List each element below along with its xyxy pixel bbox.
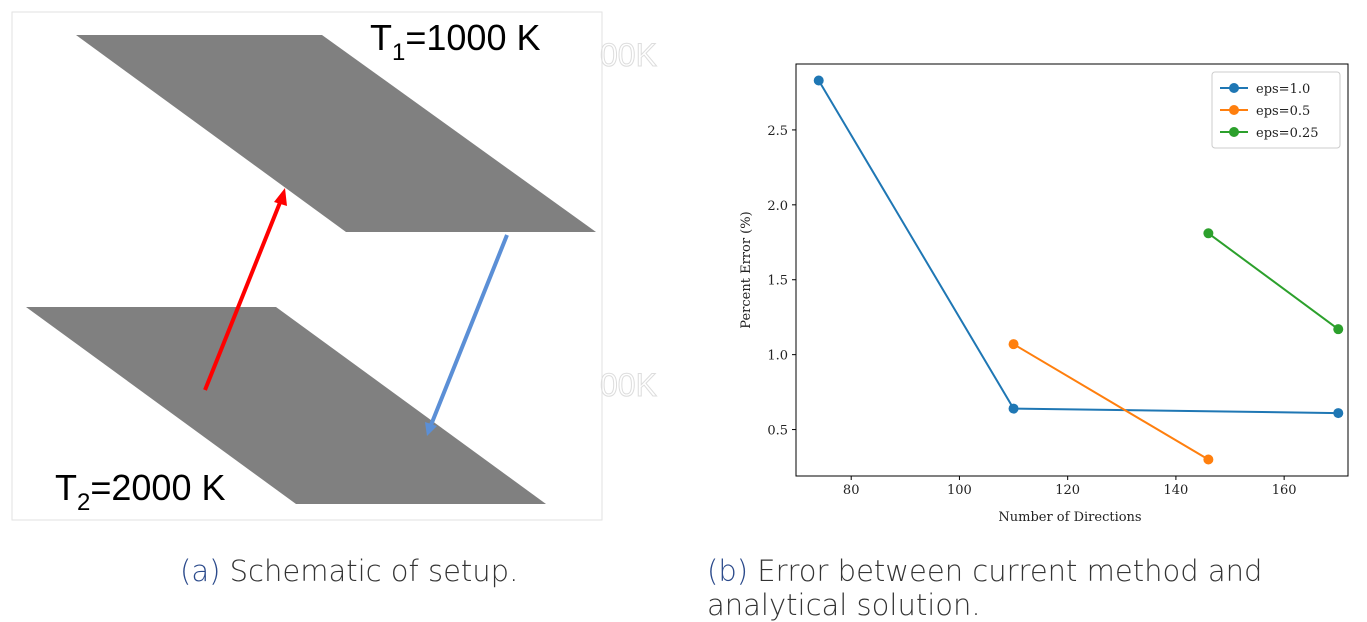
y-tick-label: 0.5 [767, 424, 788, 439]
x-tick-label: 140 [1163, 483, 1188, 498]
x-axis-label: Number of Directions [998, 510, 1141, 525]
legend-marker [1229, 127, 1239, 137]
label-base: T [55, 467, 77, 508]
point [1203, 454, 1214, 465]
legend-label: eps=0.5 [1256, 104, 1310, 119]
x-tick-label: 100 [947, 483, 972, 498]
point [1333, 324, 1344, 335]
caption-label: (b) [707, 554, 749, 588]
plot-frame [795, 63, 1349, 477]
red-arrow [203, 199, 283, 391]
caption-text: Error between current method and analyti… [707, 554, 1263, 622]
x-tick-label: 80 [843, 483, 860, 498]
point [1203, 228, 1214, 239]
y-tick-label: 2.0 [767, 199, 788, 214]
y-tick-label: 1.0 [767, 349, 788, 364]
red-arrow-head [274, 188, 287, 206]
blue-arrow [429, 234, 509, 426]
legend-frame [1211, 71, 1341, 149]
y-tick-label: 1.5 [767, 274, 788, 289]
label-rest: =2000 K [90, 467, 225, 508]
point [1333, 408, 1344, 419]
bottom-plate [26, 307, 546, 504]
x-tick-label: 160 [1272, 483, 1297, 498]
legend-marker [1229, 83, 1239, 93]
y-tick-label: 2.5 [767, 124, 788, 139]
caption-text: Schematic of setup. [229, 554, 519, 588]
top-label: T1=1000 K [370, 17, 540, 66]
ghost-text: 00K [600, 37, 657, 73]
point [813, 75, 824, 86]
caption-label: (a) [180, 554, 221, 588]
series-line [1207, 232, 1339, 330]
label-sub: 2 [77, 489, 90, 516]
legend-marker [1229, 105, 1239, 115]
x-tick-label: 120 [1055, 483, 1080, 498]
schematic: T1=1000 K T2=2000 K 00K 00K [11, 11, 657, 521]
point [1008, 403, 1019, 414]
ghost-text: 00K [600, 367, 657, 403]
chart: 80 100 120 140 160 0.5 1.0 1.5 2.0 2.5 Number of D… [739, 63, 1349, 525]
series-line [1013, 343, 1209, 461]
y-axis-label: Percent Error (%) [739, 211, 754, 328]
blue-arrow-head [425, 422, 437, 436]
bottom-label: T2=2000 K [55, 467, 225, 516]
point [1008, 339, 1019, 350]
caption-a: (a) Schematic of setup. [180, 554, 518, 588]
legend-label: eps=0.25 [1256, 126, 1319, 141]
caption-b: (b) Error between current method and ana… [707, 554, 1362, 622]
top-plate [76, 35, 596, 232]
label-sub: 1 [392, 39, 405, 66]
label-rest: =1000 K [405, 17, 540, 58]
label-base: T [370, 17, 392, 58]
legend-label: eps=1.0 [1256, 82, 1310, 97]
